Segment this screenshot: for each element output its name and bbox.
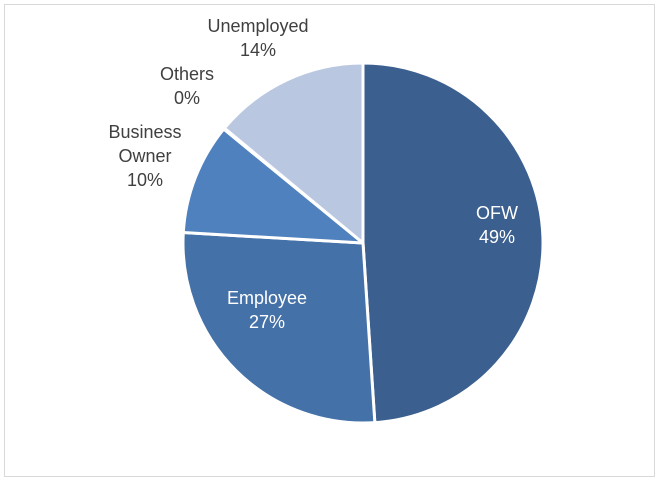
data-label-category: Employee — [227, 288, 307, 308]
data-label-others: Others 0% — [160, 64, 214, 108]
data-label-unemployed: Unemployed 14% — [207, 16, 308, 60]
data-label-category: Others — [160, 64, 214, 84]
data-label-percent: 14% — [240, 40, 276, 60]
data-label-category: Owner — [118, 146, 171, 166]
data-label-percent: 10% — [127, 170, 163, 190]
data-label-business-owner: Business Owner 10% — [108, 122, 181, 190]
pie-labels: OFW 49% Employee 27% Business Owner 10% Others 0… — [108, 16, 518, 332]
data-label-category: Unemployed — [207, 16, 308, 36]
pie-slice-ofw — [361, 61, 545, 425]
pie-slices — [181, 61, 545, 425]
data-label-percent: 49% — [479, 227, 515, 247]
data-label-category: Business — [108, 122, 181, 142]
pie-slice-employee — [181, 231, 377, 425]
data-label-percent: 0% — [174, 88, 200, 108]
data-label-ofw: OFW 49% — [476, 203, 518, 247]
pie-slice-unemployed — [222, 61, 365, 245]
data-label-employee: Employee 27% — [227, 288, 307, 332]
pie-slice-business-owner — [181, 127, 365, 245]
data-label-percent: 27% — [249, 312, 285, 332]
data-label-category: OFW — [476, 203, 518, 223]
